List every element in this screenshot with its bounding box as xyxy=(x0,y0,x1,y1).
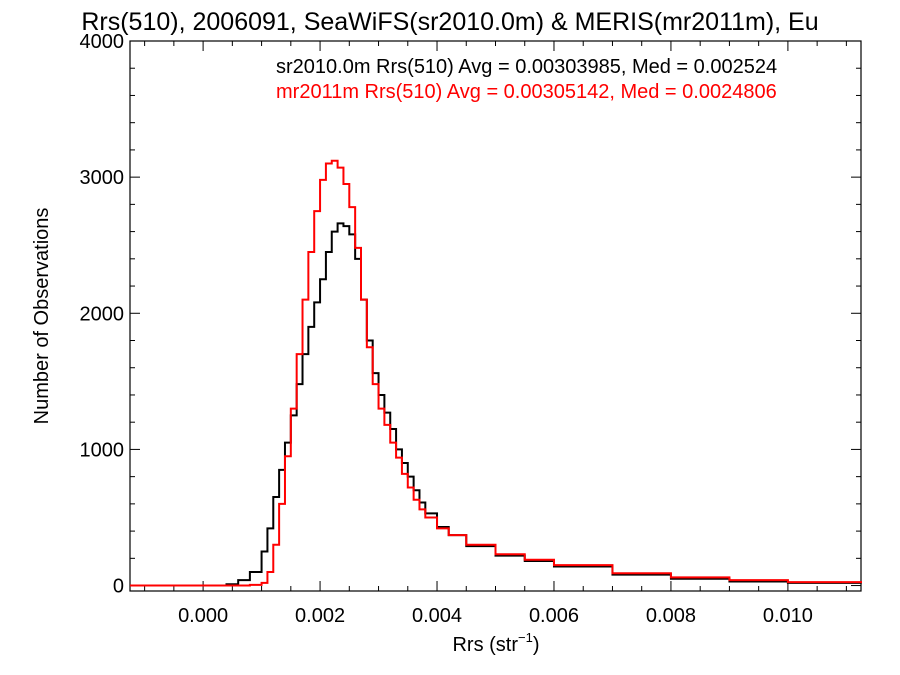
y-axis-label: Number of Observations xyxy=(31,208,53,425)
y-tick-label: 3000 xyxy=(80,167,125,189)
annotation-sr2010-stats: sr2010.0m Rrs(510) Avg = 0.00303985, Med… xyxy=(276,56,777,78)
x-tick-label: 0.000 xyxy=(178,605,228,627)
series-mr2011-line xyxy=(130,159,862,587)
x-axis-ticks: 0.000 0.002 0.004 0.006 0.008 0.010 xyxy=(144,41,847,627)
x-tick-label: 0.004 xyxy=(412,605,462,627)
y-tick-label: 1000 xyxy=(80,439,125,461)
x-tick-label: 0.006 xyxy=(529,605,579,627)
x-axis-label-text: Rrs (str xyxy=(452,634,518,656)
x-axis-label-close: ) xyxy=(533,634,540,656)
y-axis-ticks: 0 1000 2000 3000 4000 xyxy=(80,31,861,598)
x-axis-label: Rrs (str−1) xyxy=(452,630,539,656)
x-axis-label-superscript: −1 xyxy=(518,630,533,645)
series-sr2010-line xyxy=(130,222,862,587)
series-group xyxy=(130,159,862,587)
x-tick-label: 0.008 xyxy=(646,605,696,627)
annotation-mr2011-stats: mr2011m Rrs(510) Avg = 0.00305142, Med =… xyxy=(276,81,777,103)
y-tick-label: 2000 xyxy=(80,303,125,325)
y-tick-label: 0 xyxy=(113,576,124,598)
x-tick-label: 0.010 xyxy=(763,605,813,627)
y-tick-label: 4000 xyxy=(80,31,125,53)
x-tick-label: 0.002 xyxy=(295,605,345,627)
chart-title: Rrs(510), 2006091, SeaWiFS(sr2010.0m) & … xyxy=(81,8,818,36)
plot-frame xyxy=(129,40,862,592)
